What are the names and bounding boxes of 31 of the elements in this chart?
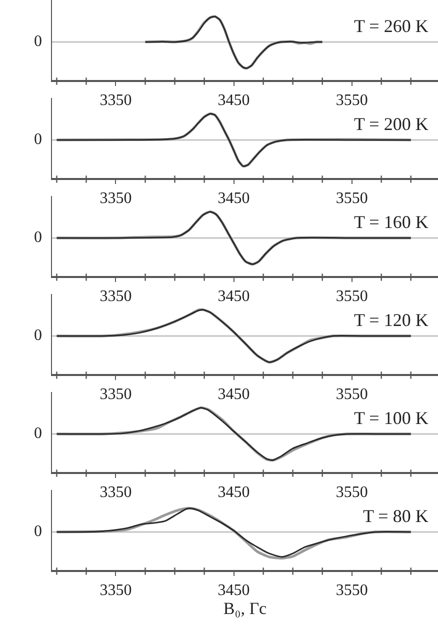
x-tick-label: 3350 <box>100 190 132 208</box>
x-tick-label: 3550 <box>336 92 368 110</box>
x-tick-label: 3450 <box>218 386 250 404</box>
chart-title: T = 80 K <box>363 506 428 526</box>
x-axis-title: B₀, Гс <box>223 599 268 618</box>
ref-line-label: 0 <box>34 131 42 148</box>
x-tick-label: 3350 <box>100 92 132 110</box>
x-tick-label: 3450 <box>218 582 250 600</box>
x-tick-label: 3450 <box>218 190 250 208</box>
x-tick-label: 3550 <box>336 484 368 502</box>
x-tick-label: 3450 <box>218 92 250 110</box>
x-tick-label: 3450 <box>218 288 250 306</box>
ref-line-label: 0 <box>34 229 42 246</box>
chart-title: T = 160 K <box>354 212 428 232</box>
x-tick-label: 3550 <box>336 190 368 208</box>
x-tick-label: 3550 <box>336 582 368 600</box>
chart-title: T = 200 K <box>354 114 428 134</box>
chart-title: T = 260 K <box>354 16 428 36</box>
x-tick-label: 3350 <box>100 386 132 404</box>
x-tick-label: 3350 <box>100 582 132 600</box>
ref-line-label: 0 <box>34 425 42 442</box>
ref-line-label: 0 <box>34 327 42 344</box>
x-tick-label: 3550 <box>336 288 368 306</box>
ref-line-label: 0 <box>34 33 42 50</box>
chart-title: T = 100 K <box>354 408 428 428</box>
x-tick-label: 3450 <box>218 484 250 502</box>
x-tick-label: 3550 <box>336 386 368 404</box>
chart-title: T = 120 K <box>354 310 428 330</box>
x-tick-label: 3350 <box>100 288 132 306</box>
ref-line-label: 0 <box>34 523 42 540</box>
x-tick-label: 3350 <box>100 484 132 502</box>
